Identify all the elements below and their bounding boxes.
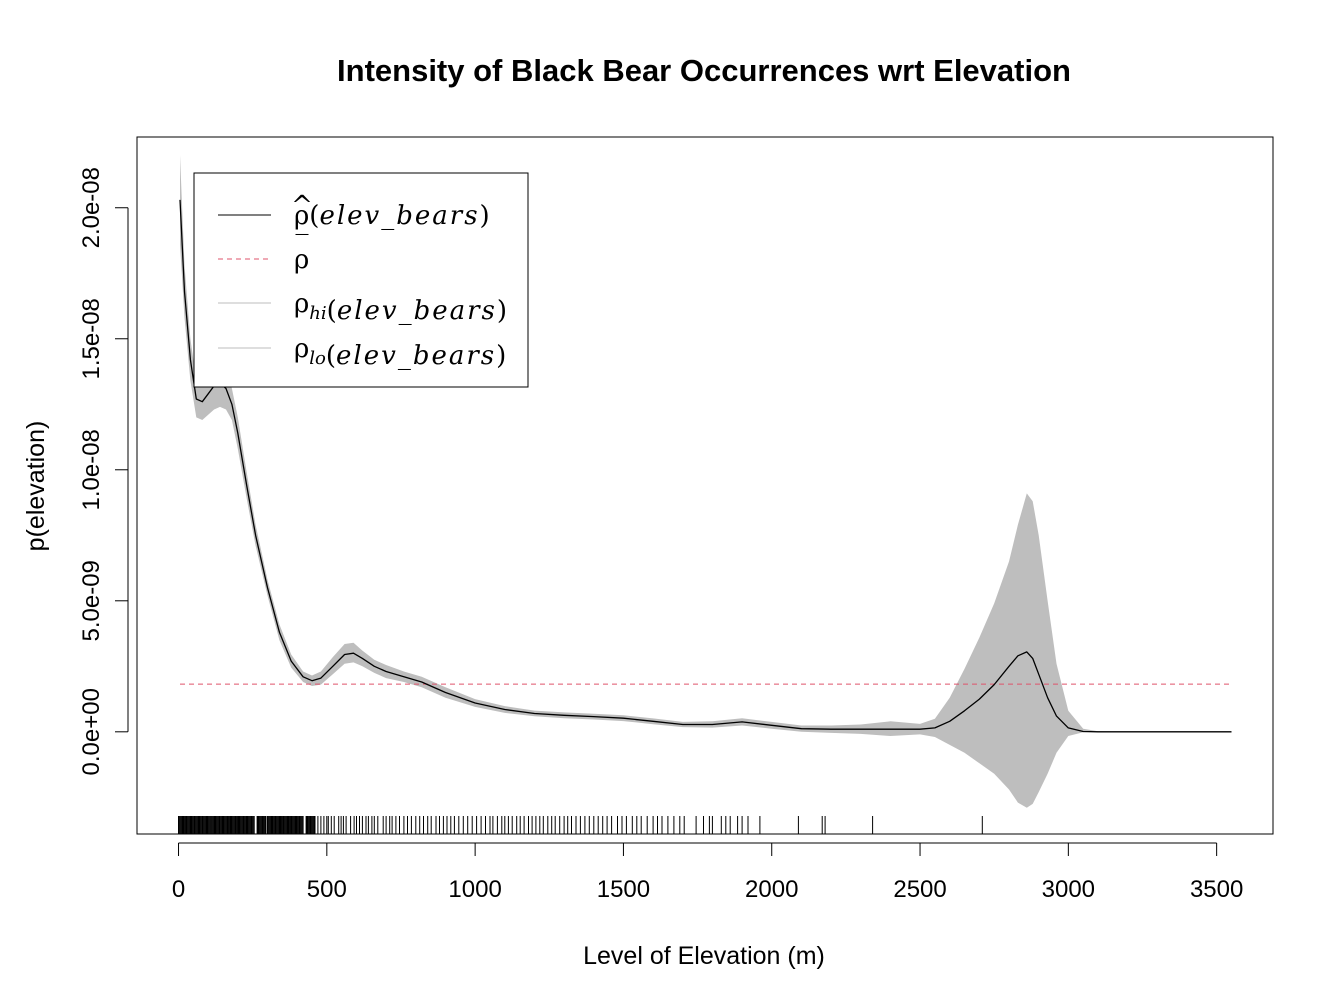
plot-frame: [136, 136, 1274, 835]
x-tick-label: 2500: [893, 876, 946, 903]
chart-title: Intensity of Black Bear Occurrences wrt …: [337, 53, 1071, 88]
series-lines: [179, 199, 1232, 733]
legend-item: ρlo(elev_bears): [218, 334, 506, 371]
legend: ρ(elev_bears)^ρ‾ρhi(elev_bears)ρlo(elev_…: [193, 172, 529, 388]
legend-accent: ‾: [296, 231, 309, 261]
legend-label: ρ: [294, 245, 309, 275]
x-tick-label: 3000: [1042, 876, 1095, 903]
y-axis-label: p(elevation): [22, 421, 50, 552]
x-axis-label: Level of Elevation (m): [583, 942, 825, 970]
legend-label: ρhi(elev_bears): [294, 289, 507, 326]
rug-marks: [178, 816, 983, 834]
y-tick-label: 2.0e-08: [78, 167, 105, 248]
legend-label: ρlo(elev_bears): [294, 334, 506, 371]
x-axis: 0 500 1000 1500 2000 2500 3000 3500: [172, 842, 1243, 903]
y-tick-label: 0.0e+00: [78, 688, 105, 775]
y-axis: 0.0e+00 5.0e-09 1.0e-08 1.5e-08 2.0e-08: [78, 167, 129, 776]
x-tick-label: 500: [307, 876, 347, 903]
legend-box: [193, 172, 529, 388]
x-tick-label: 2000: [745, 876, 798, 903]
y-tick-label: 1.0e-08: [78, 429, 105, 510]
legend-item: ρhi(elev_bears): [218, 289, 507, 326]
x-tick-label: 3500: [1190, 876, 1243, 903]
y-tick-label: 5.0e-09: [78, 560, 105, 641]
x-tick-label: 0: [172, 876, 185, 903]
x-tick-label: 1000: [448, 876, 501, 903]
x-tick-label: 1500: [597, 876, 650, 903]
legend-item: ρ(elev_bears)^: [218, 191, 490, 231]
legend-item: ρ‾: [218, 231, 309, 275]
y-tick-label: 1.5e-08: [78, 298, 105, 379]
legend-accent: ^: [291, 191, 313, 221]
estimate-line: [179, 199, 1232, 733]
legend-label: ρ(elev_bears): [294, 201, 490, 231]
